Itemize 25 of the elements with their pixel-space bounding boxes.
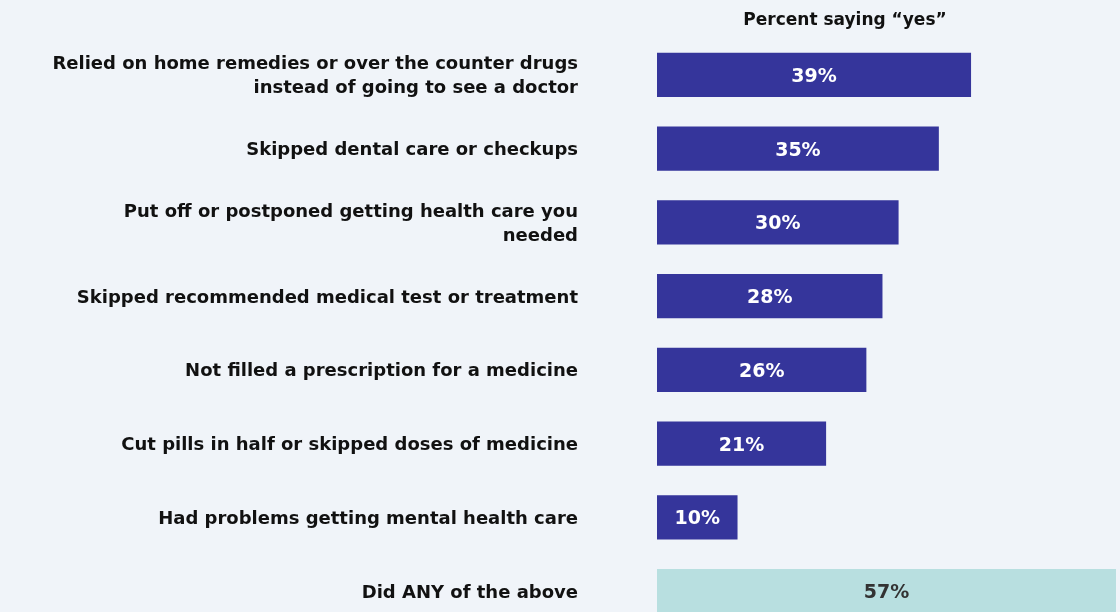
y-tick-label: Not filled a prescription for a medicine xyxy=(185,359,578,381)
data-label: 57% xyxy=(863,580,910,603)
y-tick-label: Skipped recommended medical test or treatment xyxy=(76,285,579,307)
data-label: 21% xyxy=(718,432,765,455)
bar xyxy=(657,274,883,319)
data-label: 39% xyxy=(791,63,837,86)
y-tick-label: Did ANY of the above xyxy=(361,580,578,602)
data-label: 26% xyxy=(738,358,785,381)
data-label: 10% xyxy=(674,506,721,529)
bar xyxy=(657,569,1116,612)
data-label: 35% xyxy=(775,137,821,160)
data-label: 28% xyxy=(746,285,793,308)
bar xyxy=(657,126,939,171)
bar xyxy=(657,347,867,392)
chart-title: Percent saying “yes” xyxy=(743,9,947,29)
y-tick-label: Skipped dental care or checkups xyxy=(246,138,578,160)
data-label: 30% xyxy=(755,211,801,234)
bar xyxy=(657,200,899,245)
y-tick-label: Had problems getting mental health care xyxy=(158,506,578,528)
bar xyxy=(657,52,972,97)
y-tick-label: Relied on home remedies or over the counter drugs instead of going to see a doctor xyxy=(52,52,579,98)
bar xyxy=(657,495,738,540)
y-tick-label: Put off or postponed getting health care you needed xyxy=(123,199,578,245)
y-tick-label: Cut pills in half or skipped doses of medicine xyxy=(121,433,578,455)
bar xyxy=(657,421,827,466)
